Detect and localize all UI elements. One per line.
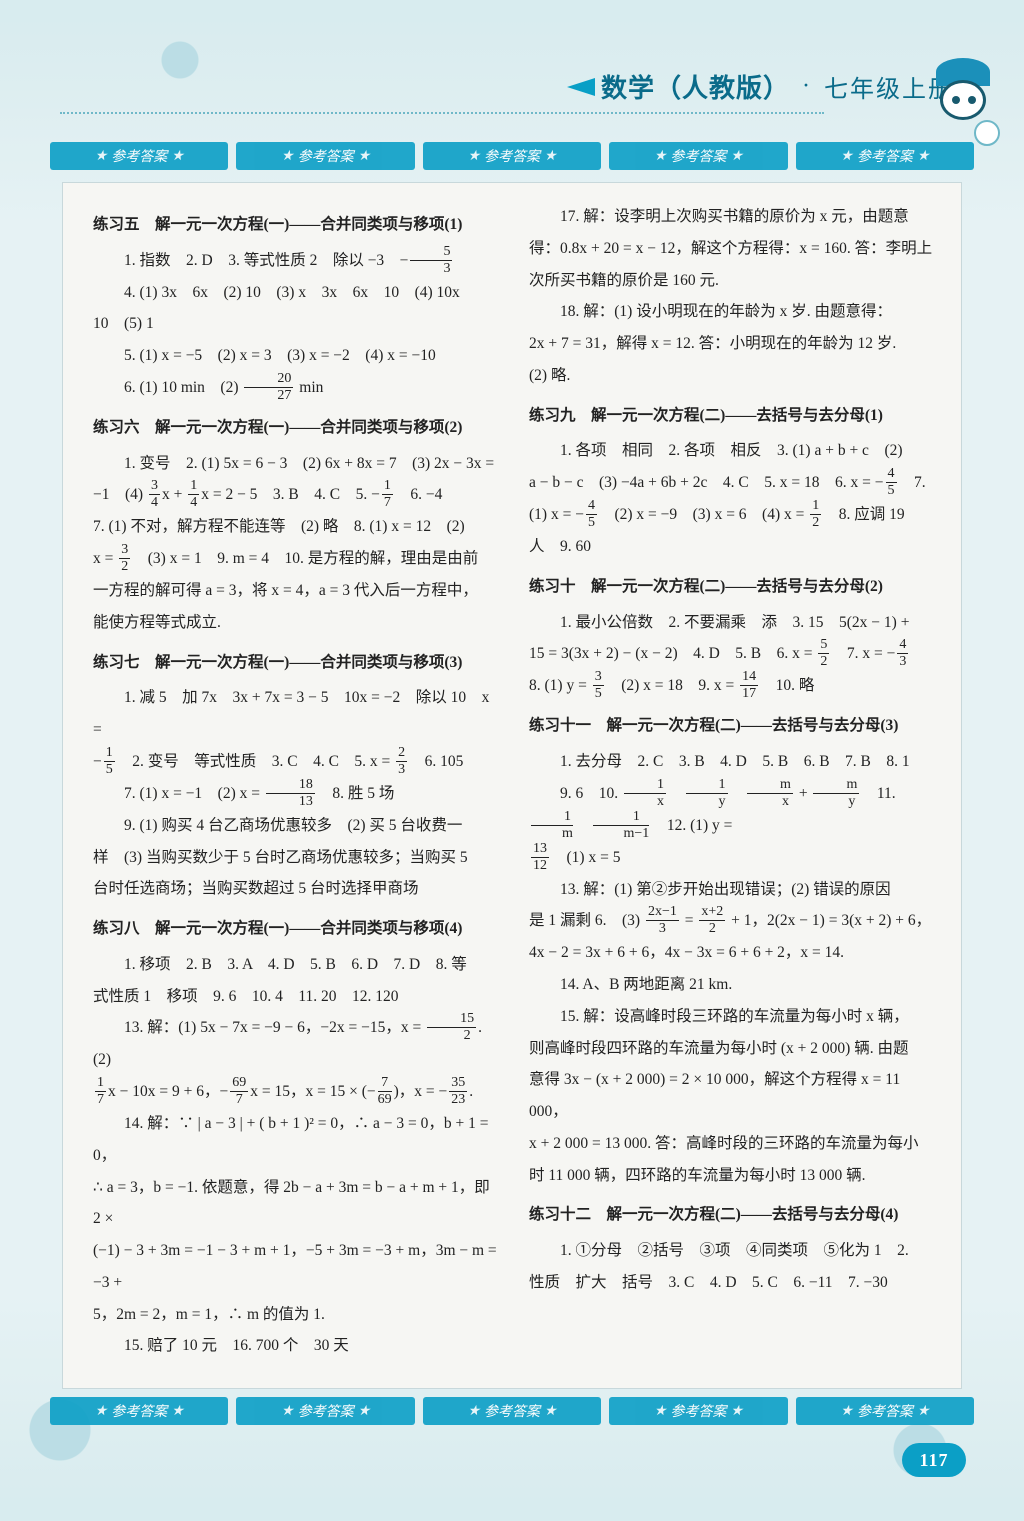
body-line: 15. 解：设高峰时段三环路的车流量为每小时 x 辆， bbox=[529, 1001, 935, 1033]
body-line: 9. (1) 购买 4 台乙商场优惠较多 (2) 买 5 台收费一 bbox=[93, 810, 499, 842]
left-column: 练习五 解一元一次方程(一)——合并同类项与移项(1) 1. 指数 2. D 3… bbox=[93, 201, 499, 1366]
body-line: (−1) − 3 + 3m = −1 − 3 + m + 1，−5 + 3m =… bbox=[93, 1235, 499, 1299]
body-line: 1. 减 5 加 7x 3x + 7x = 3 − 5 10x = −2 除以 … bbox=[93, 682, 499, 746]
body-line: 样 (3) 当购买数少于 5 台时乙商场优惠较多；当购买 5 bbox=[93, 842, 499, 874]
body-line: 17x − 10x = 9 + 6，−697x = 15，x = 15 × (−… bbox=[93, 1076, 499, 1108]
body-line: 9. 6 10. 1x 1y mx + my 11. 1m 1m−1 12. (… bbox=[529, 778, 935, 842]
body-line: 人 9. 60 bbox=[529, 531, 935, 563]
body-line: 1. 指数 2. D 3. 等式性质 2 除以 −3 −53 bbox=[93, 245, 499, 277]
section-heading: 练习五 解一元一次方程(一)——合并同类项与移项(1) bbox=[93, 209, 499, 241]
body-line: 意得 3x − (x + 2 000) = 2 × 10 000，解这个方程得 … bbox=[529, 1064, 935, 1128]
body-line: 台时任选商场；当购买数超过 5 台时选择甲商场 bbox=[93, 873, 499, 905]
body-line: 7. (1) x = −1 (2) x = 1813 8. 胜 5 场 bbox=[93, 778, 499, 810]
header-title: 数学（人教版） bbox=[601, 68, 790, 105]
body-line: 17. 解：设李明上次购买书籍的原价为 x 元，由题意 bbox=[529, 201, 935, 233]
body-line: 5，2m = 2，m = 1，∴ m 的值为 1. bbox=[93, 1299, 499, 1331]
body-line: x = 32 (3) x = 1 9. m = 4 10. 是方程的解，理由是由… bbox=[93, 543, 499, 575]
body-line: 15. 赔了 10 元 16. 700 个 30 天 bbox=[93, 1330, 499, 1362]
body-line: −1 (4) 34x + 14x = 2 − 5 3. B 4. C 5. −1… bbox=[93, 479, 499, 511]
body-line: 1. 变号 2. (1) 5x = 6 − 3 (2) 6x + 8x = 7 … bbox=[93, 448, 499, 480]
body-line: 时 11 000 辆，四环路的车流量为每小时 13 000 辆. bbox=[529, 1160, 935, 1192]
body-line: (1) x = −45 (2) x = −9 (3) x = 6 (4) x =… bbox=[529, 499, 935, 531]
body-line: 1. 最小公倍数 2. 不要漏乘 添 3. 15 5(2x − 1) + bbox=[529, 607, 935, 639]
body-line: 能使方程等式成立. bbox=[93, 607, 499, 639]
body-line: 8. (1) y = 35 (2) x = 18 9. x = 1417 10.… bbox=[529, 670, 935, 702]
body-line: 2x + 7 = 31，解得 x = 12. 答：小明现在的年龄为 12 岁. bbox=[529, 328, 935, 360]
body-line: 13. 解：(1) 第②步开始出现错误；(2) 错误的原因 bbox=[529, 874, 935, 906]
body-line: 15 = 3(3x + 2) − (x − 2) 4. D 5. B 6. x … bbox=[529, 638, 935, 670]
right-column: 17. 解：设李明上次购买书籍的原价为 x 元，由题意 得：0.8x + 20 … bbox=[529, 201, 935, 1366]
body-line: 4. (1) 3x 6x (2) 10 (3) x 3x 6x 10 (4) 1… bbox=[93, 277, 499, 309]
body-line: 则高峰时段四环路的车流量为每小时 (x + 2 000) 辆. 由题 bbox=[529, 1033, 935, 1065]
page-number: 117 bbox=[919, 1450, 948, 1471]
body-line: 4x − 2 = 3x + 6 + 6，4x − 3x = 6 + 6 + 2，… bbox=[529, 937, 935, 969]
body-line: 1312 (1) x = 5 bbox=[529, 842, 935, 874]
body-line: −15 2. 变号 等式性质 3. C 4. C 5. x = 23 6. 10… bbox=[93, 746, 499, 778]
arrow-icon bbox=[567, 78, 595, 96]
body-line: 一方程的解可得 a = 3，将 x = 4，a = 3 代入后一方程中， bbox=[93, 575, 499, 607]
body-line: 1. 去分母 2. C 3. B 4. D 5. B 6. B 7. B 8. … bbox=[529, 746, 935, 778]
section-heading: 练习七 解一元一次方程(一)——合并同类项与移项(3) bbox=[93, 647, 499, 679]
body-line: (2) 略. bbox=[529, 360, 935, 392]
body-line: 10 (5) 1 bbox=[93, 308, 499, 340]
header-dotline bbox=[60, 112, 824, 114]
body-line: 5. (1) x = −5 (2) x = 3 (3) x = −2 (4) x… bbox=[93, 340, 499, 372]
header-sep: · bbox=[802, 73, 812, 100]
mascot-icon bbox=[928, 58, 998, 148]
body-line: 式性质 1 移项 9. 6 10. 4 11. 20 12. 120 bbox=[93, 981, 499, 1013]
body-line: ∴ a = 3，b = −1. 依题意，得 2b − a + 3m = b − … bbox=[93, 1172, 499, 1236]
body-line: 是 1 漏剩 6. (3) 2x−13 = x+22 + 1，2(2x − 1)… bbox=[529, 905, 935, 937]
body-line: 7. (1) 不对，解方程不能连等 (2) 略 8. (1) x = 12 (2… bbox=[93, 511, 499, 543]
body-line: 13. 解：(1) 5x − 7x = −9 − 6，−2x = −15，x =… bbox=[93, 1012, 499, 1076]
body-line: a − b − c (3) −4a + 6b + 2c 4. C 5. x = … bbox=[529, 467, 935, 499]
body-line: 次所买书籍的原价是 160 元. bbox=[529, 265, 935, 297]
body-line: 18. 解：(1) 设小明现在的年龄为 x 岁. 由题意得： bbox=[529, 296, 935, 328]
body-line: 得：0.8x + 20 = x − 12，解这个方程得：x = 160. 答：李… bbox=[529, 233, 935, 265]
body-line: 性质 扩大 括号 3. C 4. D 5. C 6. −11 7. −30 bbox=[529, 1267, 935, 1299]
page-number-badge: 117 bbox=[902, 1443, 966, 1483]
body-line: 1. 各项 相同 2. 各项 相反 3. (1) a + b + c (2) bbox=[529, 435, 935, 467]
section-heading: 练习九 解一元一次方程(二)——去括号与去分母(1) bbox=[529, 400, 935, 432]
section-heading: 练习十 解一元一次方程(二)——去括号与去分母(2) bbox=[529, 571, 935, 603]
page-header: 数学（人教版） · 七年级上册 bbox=[567, 68, 954, 105]
section-heading: 练习十一 解一元一次方程(二)——去括号与去分母(3) bbox=[529, 710, 935, 742]
body-line: 1. 移项 2. B 3. A 4. D 5. B 6. D 7. D 8. 等 bbox=[93, 949, 499, 981]
body-line: 6. (1) 10 min (2) 2027 min bbox=[93, 372, 499, 404]
body-line: 14. 解：∵ | a − 3 | + ( b + 1 )² = 0，∴ a −… bbox=[93, 1108, 499, 1172]
body-line: 14. A、B 两地距离 21 km. bbox=[529, 969, 935, 1001]
section-heading: 练习六 解一元一次方程(一)——合并同类项与移项(2) bbox=[93, 412, 499, 444]
ruler-band-bottom: ★参考答案★ ★参考答案★ ★参考答案★ ★参考答案★ ★参考答案★ bbox=[46, 1397, 978, 1425]
body-line: 1. ①分母 ②括号 ③项 ④同类项 ⑤化为 1 2. bbox=[529, 1235, 935, 1267]
section-heading: 练习八 解一元一次方程(一)——合并同类项与移项(4) bbox=[93, 913, 499, 945]
body-line: x + 2 000 = 13 000. 答：高峰时段的三环路的车流量为每小 bbox=[529, 1128, 935, 1160]
ruler-band-top: ★参考答案★ ★参考答案★ ★参考答案★ ★参考答案★ ★参考答案★ bbox=[46, 142, 978, 170]
content-sheet: 练习五 解一元一次方程(一)——合并同类项与移项(1) 1. 指数 2. D 3… bbox=[62, 182, 962, 1389]
section-heading: 练习十二 解一元一次方程(二)——去括号与去分母(4) bbox=[529, 1199, 935, 1231]
